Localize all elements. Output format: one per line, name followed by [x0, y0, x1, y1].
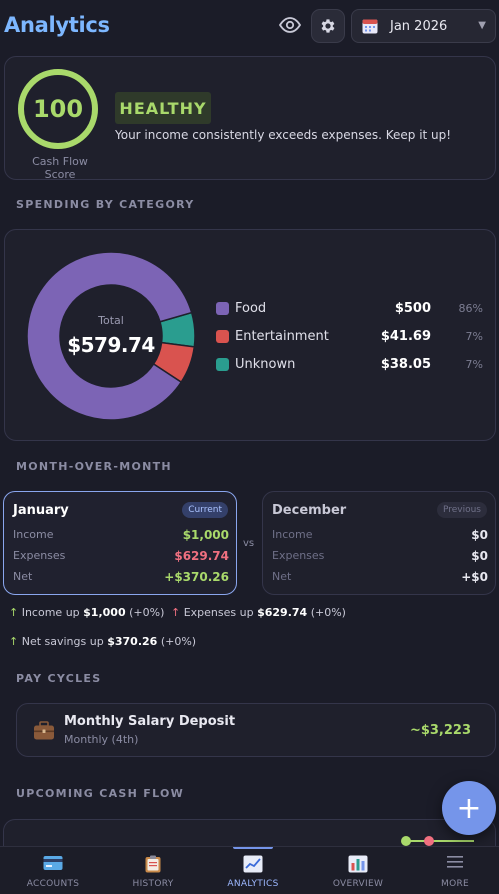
legend-swatch — [216, 302, 229, 315]
vs-label: vs — [243, 538, 255, 549]
bottom-navigation: ACCOUNTS HISTORY ANALYTICS — [0, 846, 499, 894]
pay-cycle-name: Monthly Salary Deposit — [64, 714, 236, 729]
credit-card-icon — [43, 856, 63, 870]
menu-icon — [447, 856, 463, 868]
section-title-upcoming: UPCOMING CASH FLOW — [16, 787, 185, 800]
donut-slice-food[interactable] — [27, 252, 193, 420]
income-change-amount: $1,000 — [83, 606, 126, 619]
calendar-icon — [362, 19, 378, 34]
legend-percent: 7% — [465, 330, 483, 343]
arrow-up-icon: ↑ — [171, 606, 181, 619]
status-badge: HEALTHY — [115, 92, 211, 124]
eye-icon — [279, 17, 301, 33]
pay-cycle-schedule: Monthly (4th) — [64, 733, 139, 746]
score-message: Your income consistently exceeds expense… — [115, 128, 452, 142]
clipboard-icon — [145, 855, 161, 873]
expenses-label: Expenses — [13, 549, 66, 562]
nav-label: HISTORY — [132, 879, 174, 889]
previous-badge: Previous — [436, 502, 487, 518]
net-savings-change: ↑ Net savings up $370.26 (+0%) — [9, 635, 196, 648]
legend-amount: $500 — [394, 301, 431, 316]
legend-swatch — [216, 330, 229, 343]
app-header: Analytics Jan 2026 ▼ — [0, 0, 499, 54]
score-caption: Cash Flow Score — [32, 155, 88, 181]
expenses-change-amount: $629.74 — [257, 606, 308, 619]
section-title-spending: SPENDING BY CATEGORY — [16, 198, 195, 211]
add-transaction-button[interactable]: + — [442, 781, 496, 835]
income-label: Income — [272, 528, 313, 541]
bar-chart-icon — [348, 855, 368, 873]
legend-name: Unknown — [235, 357, 296, 372]
month-card-december[interactable]: December Previous Income $0 Expenses $0 … — [262, 491, 496, 595]
month-label: Jan 2026 — [390, 18, 448, 34]
donut-total-label: Total — [98, 314, 124, 327]
nav-label: ACCOUNTS — [26, 879, 80, 889]
net-change-text: Net savings up — [21, 635, 104, 648]
month-card-title: December — [272, 503, 347, 518]
legend-name: Entertainment — [235, 329, 329, 344]
expenses-change: ↑ Expenses up $629.74 (+0%) — [171, 606, 346, 619]
current-badge: Current — [182, 502, 228, 518]
net-value: +$0 — [461, 570, 488, 584]
spending-donut-chart — [27, 252, 195, 420]
trend-chart-icon — [243, 855, 263, 873]
score-value: 100 — [32, 95, 84, 123]
legend-amount: $41.69 — [380, 329, 431, 344]
cash-flow-score-card: 100 Cash Flow Score HEALTHY Your income … — [4, 56, 496, 181]
month-card-title: January — [13, 503, 69, 518]
expenses-label: Expenses — [272, 549, 325, 562]
donut-total-value: $579.74 — [67, 333, 155, 357]
expenses-change-pct: (+0%) — [310, 606, 346, 619]
pay-cycle-item[interactable]: Monthly Salary Deposit Monthly (4th) ~$3… — [16, 703, 496, 757]
gear-icon — [321, 19, 335, 33]
nav-label: OVERVIEW — [332, 879, 384, 889]
legend-percent: 86% — [458, 302, 483, 315]
settings-button[interactable] — [311, 9, 345, 43]
section-title-mom: MONTH-OVER-MONTH — [16, 460, 172, 473]
net-label: Net — [272, 570, 292, 583]
nav-item-history[interactable]: HISTORY — [103, 847, 203, 894]
legend-item-food[interactable]: Food $500 86% — [216, 299, 491, 319]
page-title: Analytics — [4, 13, 110, 37]
income-label: Income — [13, 528, 54, 541]
legend-item-entertainment[interactable]: Entertainment $41.69 7% — [216, 327, 491, 347]
score-ring — [18, 69, 98, 149]
nav-label: ANALYTICS — [227, 879, 279, 889]
month-selector[interactable]: Jan 2026 ▼ — [351, 9, 496, 43]
legend-amount: $38.05 — [380, 357, 431, 372]
pay-cycle-amount: ~$3,223 — [409, 723, 471, 738]
net-change-amount: $370.26 — [107, 635, 158, 648]
expenses-value: $629.74 — [174, 549, 229, 563]
income-change: ↑ Income up $1,000 (+0%) — [9, 606, 164, 619]
legend-name: Food — [235, 301, 267, 316]
nav-label: MORE — [441, 879, 469, 889]
legend-item-unknown[interactable]: Unknown $38.05 7% — [216, 355, 491, 375]
net-label: Net — [13, 570, 33, 583]
arrow-up-icon: ↑ — [9, 606, 19, 619]
month-card-january[interactable]: January Current Income $1,000 Expenses $… — [3, 491, 237, 595]
briefcase-icon — [34, 721, 54, 740]
net-value: +$370.26 — [164, 570, 229, 584]
privacy-toggle-button[interactable] — [276, 11, 304, 39]
nav-item-more[interactable]: MORE — [405, 847, 499, 894]
arrow-up-icon: ↑ — [9, 635, 19, 648]
income-change-pct: (+0%) — [129, 606, 165, 619]
expenses-value: $0 — [471, 549, 488, 563]
income-value: $0 — [471, 528, 488, 542]
chevron-down-icon: ▼ — [478, 20, 486, 31]
nav-item-accounts[interactable]: ACCOUNTS — [3, 847, 103, 894]
nav-item-overview[interactable]: OVERVIEW — [308, 847, 408, 894]
section-title-pay-cycles: PAY CYCLES — [16, 672, 102, 685]
legend-percent: 7% — [465, 358, 483, 371]
cash-flow-timeline — [401, 836, 474, 846]
income-change-text: Income up — [21, 606, 80, 619]
income-value: $1,000 — [182, 528, 229, 542]
legend-swatch — [216, 358, 229, 371]
spending-category-card: Total $579.74 Food $500 86% Entertainmen… — [4, 229, 496, 441]
nav-item-analytics[interactable]: ANALYTICS — [203, 847, 303, 894]
expenses-change-text: Expenses up — [183, 606, 254, 619]
net-change-pct: (+0%) — [160, 635, 197, 648]
